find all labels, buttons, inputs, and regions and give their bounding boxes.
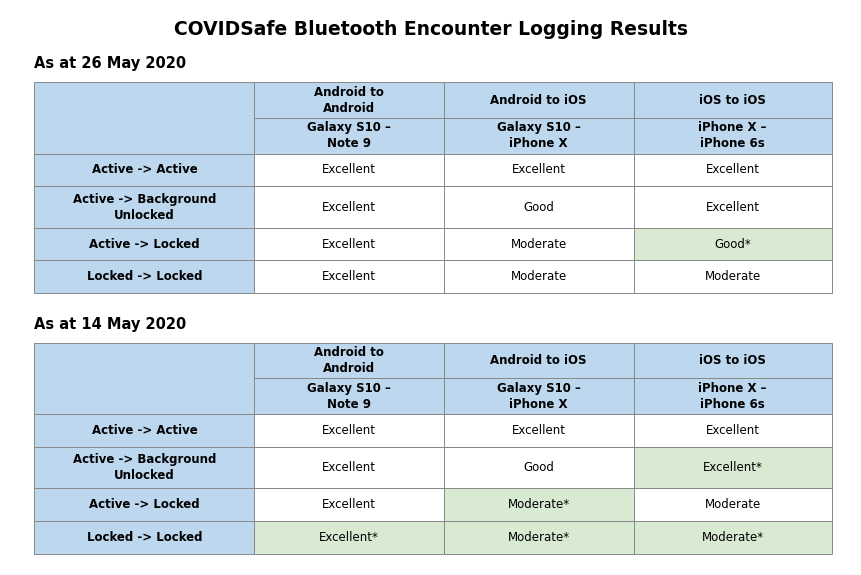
Text: Excellent: Excellent <box>322 461 375 474</box>
Bar <box>254 118 443 154</box>
Bar <box>254 447 443 488</box>
Text: Excellent: Excellent <box>322 424 375 437</box>
Bar <box>443 154 633 186</box>
Text: Moderate*: Moderate* <box>507 531 569 544</box>
Bar <box>443 488 633 521</box>
Text: Moderate: Moderate <box>510 270 567 283</box>
Text: Active -> Background
Unlocked: Active -> Background Unlocked <box>72 453 216 482</box>
Text: iOS to iOS: iOS to iOS <box>698 94 765 106</box>
Text: Galaxy S10 –
iPhone X: Galaxy S10 – iPhone X <box>496 382 580 411</box>
Text: Excellent: Excellent <box>322 201 375 213</box>
Bar <box>443 118 633 154</box>
Bar <box>633 447 831 488</box>
Text: Moderate*: Moderate* <box>507 498 569 511</box>
Bar <box>443 228 633 260</box>
Text: Active -> Active: Active -> Active <box>91 163 197 177</box>
Bar <box>254 378 443 414</box>
Bar <box>443 343 633 378</box>
Text: Android to iOS: Android to iOS <box>490 94 586 106</box>
Text: Excellent: Excellent <box>511 424 565 437</box>
Text: Excellent: Excellent <box>511 163 565 177</box>
Text: Active -> Background
Unlocked: Active -> Background Unlocked <box>72 193 216 221</box>
Text: Android to
Android: Android to Android <box>313 86 384 114</box>
Text: Android to iOS: Android to iOS <box>490 354 586 367</box>
Bar <box>254 414 443 447</box>
Text: Galaxy S10 –
Note 9: Galaxy S10 – Note 9 <box>307 382 391 411</box>
Bar <box>254 82 443 118</box>
Text: Moderate: Moderate <box>510 237 567 251</box>
Bar <box>633 521 831 554</box>
Bar <box>34 447 254 488</box>
Text: Moderate*: Moderate* <box>701 531 763 544</box>
Bar <box>443 414 633 447</box>
Bar <box>254 488 443 521</box>
Bar <box>633 82 831 118</box>
Bar <box>633 228 831 260</box>
Text: As at 26 May 2020: As at 26 May 2020 <box>34 56 186 71</box>
Text: iOS to iOS: iOS to iOS <box>698 354 765 367</box>
Text: Locked -> Locked: Locked -> Locked <box>87 531 201 544</box>
Bar <box>443 521 633 554</box>
Text: Excellent: Excellent <box>705 424 759 437</box>
Bar <box>254 186 443 228</box>
Bar <box>34 521 254 554</box>
Text: Galaxy S10 –
iPhone X: Galaxy S10 – iPhone X <box>496 121 580 150</box>
Bar <box>633 186 831 228</box>
Text: Excellent: Excellent <box>322 498 375 511</box>
Text: iPhone X –
iPhone 6s: iPhone X – iPhone 6s <box>697 382 766 411</box>
Text: Active -> Active: Active -> Active <box>91 424 197 437</box>
Bar <box>34 343 254 414</box>
Text: COVIDSafe Bluetooth Encounter Logging Results: COVIDSafe Bluetooth Encounter Logging Re… <box>174 20 687 39</box>
Text: Excellent: Excellent <box>322 237 375 251</box>
Text: Galaxy S10 –
Note 9: Galaxy S10 – Note 9 <box>307 121 391 150</box>
Bar <box>633 414 831 447</box>
Bar <box>254 228 443 260</box>
Text: Active -> Locked: Active -> Locked <box>89 498 200 511</box>
Text: Moderate: Moderate <box>703 498 760 511</box>
Bar <box>254 260 443 293</box>
Text: Excellent*: Excellent* <box>319 531 379 544</box>
Text: Locked -> Locked: Locked -> Locked <box>87 270 201 283</box>
Text: Moderate: Moderate <box>703 270 760 283</box>
Text: Active -> Locked: Active -> Locked <box>89 237 200 251</box>
Bar <box>254 154 443 186</box>
Bar <box>443 82 633 118</box>
Bar <box>443 447 633 488</box>
Text: Good: Good <box>523 201 554 213</box>
Text: As at 14 May 2020: As at 14 May 2020 <box>34 317 187 332</box>
Text: Good*: Good* <box>714 237 750 251</box>
Bar <box>34 154 254 186</box>
Bar <box>34 186 254 228</box>
Bar <box>34 228 254 260</box>
Bar <box>34 260 254 293</box>
Bar <box>254 521 443 554</box>
Bar <box>633 260 831 293</box>
Text: Android to
Android: Android to Android <box>313 346 384 375</box>
Bar <box>443 378 633 414</box>
Text: iPhone X –
iPhone 6s: iPhone X – iPhone 6s <box>697 121 766 150</box>
Bar <box>633 118 831 154</box>
Bar <box>443 260 633 293</box>
Text: Excellent*: Excellent* <box>702 461 762 474</box>
Bar <box>254 343 443 378</box>
Text: Good: Good <box>523 461 554 474</box>
Text: Excellent: Excellent <box>705 201 759 213</box>
Bar <box>633 154 831 186</box>
Bar <box>633 488 831 521</box>
Bar <box>633 343 831 378</box>
Text: Excellent: Excellent <box>322 270 375 283</box>
Bar <box>34 488 254 521</box>
Bar <box>34 414 254 447</box>
Text: Excellent: Excellent <box>322 163 375 177</box>
Bar <box>34 82 254 154</box>
Bar <box>633 378 831 414</box>
Text: Excellent: Excellent <box>705 163 759 177</box>
Bar <box>443 186 633 228</box>
